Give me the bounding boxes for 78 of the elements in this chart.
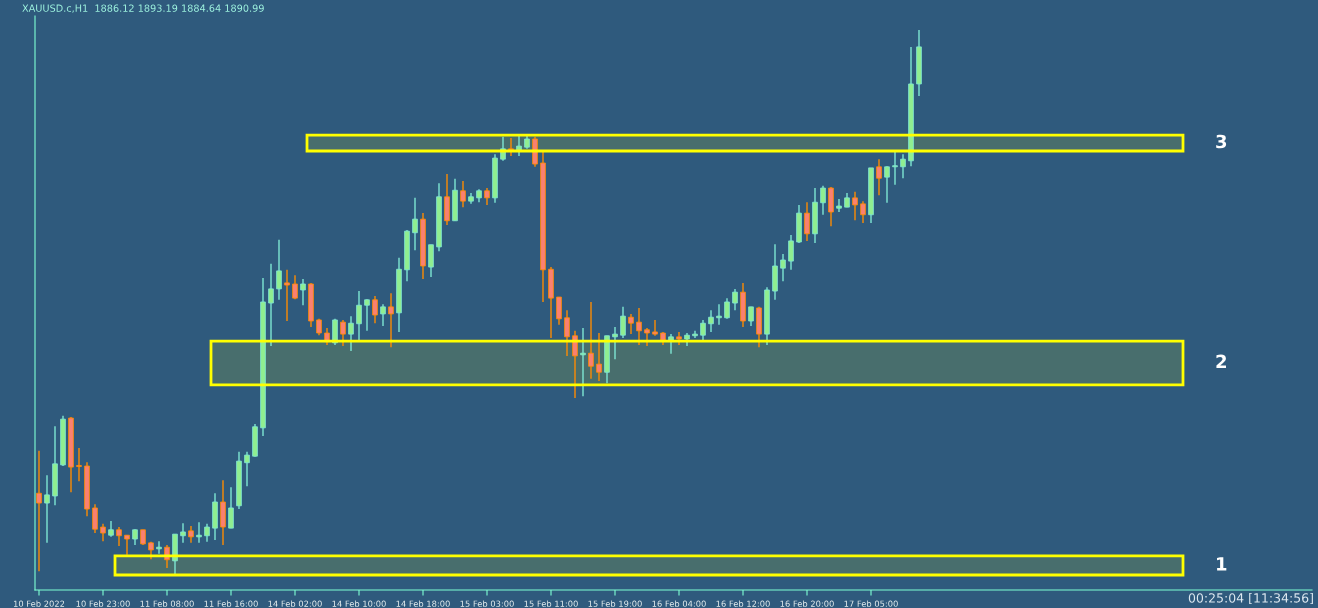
x-tick-label: 14 Feb 18:00 xyxy=(396,600,450,607)
candlestick xyxy=(596,332,602,382)
candlestick xyxy=(892,151,898,186)
candlestick xyxy=(460,180,466,208)
candlestick xyxy=(700,319,706,341)
band-label: 3 xyxy=(1216,134,1227,149)
candlestick xyxy=(444,173,450,226)
x-tick-label: 10 Feb 23:00 xyxy=(76,600,130,607)
x-tick-label: 11 Feb 16:00 xyxy=(204,600,258,607)
band-label: 1 xyxy=(1217,557,1227,571)
x-tick-label: 11 Feb 08:00 xyxy=(140,600,194,607)
candlestick xyxy=(588,301,594,380)
candlestick xyxy=(228,486,234,529)
candlestick xyxy=(572,330,578,399)
candlestick xyxy=(884,165,890,204)
candlestick xyxy=(804,201,810,242)
candlestick xyxy=(276,239,282,301)
candlestick xyxy=(556,296,562,326)
candlestick xyxy=(724,297,730,320)
candlestick xyxy=(668,333,674,355)
text: 00:25:04 [11:34:56] xyxy=(1188,592,1313,605)
candlestick xyxy=(900,153,906,179)
candlestick xyxy=(748,306,754,327)
candlestick xyxy=(820,185,826,216)
candlestick xyxy=(116,526,122,547)
candlestick xyxy=(788,234,794,271)
candlestick xyxy=(828,186,834,227)
candlestick xyxy=(348,315,354,352)
candlestick xyxy=(580,327,586,397)
candlestick xyxy=(860,200,866,224)
candlestick xyxy=(836,198,842,213)
candlestick xyxy=(652,319,658,337)
candlestick xyxy=(716,303,722,326)
candlestick xyxy=(388,292,394,348)
candlestick xyxy=(196,521,202,544)
x-tick-label: 15 Feb 11:00 xyxy=(524,600,578,607)
candlestick xyxy=(612,326,618,360)
candlestick xyxy=(428,244,434,278)
x-tick-label: 14 Feb 10:00 xyxy=(332,600,386,607)
x-tick-label: 16 Feb 20:00 xyxy=(780,600,834,607)
candlestick xyxy=(380,303,386,327)
candlestick xyxy=(356,290,362,341)
x-tick-label: 16 Feb 12:00 xyxy=(716,600,770,607)
candlestick xyxy=(636,307,642,346)
candlestick xyxy=(780,253,786,282)
candlestick xyxy=(508,137,514,157)
candlestick xyxy=(268,263,274,347)
x-tick-label: 14 Feb 02:00 xyxy=(268,600,322,607)
candlestick xyxy=(372,295,378,324)
candlestick xyxy=(156,540,162,555)
candlestick xyxy=(852,191,858,221)
candlestick xyxy=(300,278,306,306)
candlestick xyxy=(412,197,418,251)
candlestick xyxy=(564,309,570,357)
x-tick-label: 15 Feb 03:00 xyxy=(460,600,514,607)
x-tick-label: 17 Feb 05:00 xyxy=(844,600,898,607)
candlestick xyxy=(284,269,290,322)
candlestick xyxy=(244,451,250,487)
x-tick-label: 10 Feb 2022 xyxy=(13,600,65,607)
candlestick xyxy=(124,534,130,556)
candlestick xyxy=(180,522,186,544)
candlestick xyxy=(36,450,42,572)
candlestick xyxy=(628,313,634,335)
candlestick xyxy=(516,134,522,157)
candlestick xyxy=(876,158,882,196)
chart-title: XAUUSD.c,H1 1886.12 1893.19 1884.64 1890.99 xyxy=(22,4,264,13)
band-label: 2 xyxy=(1216,354,1226,368)
candlestick xyxy=(732,288,738,311)
candlestick xyxy=(364,298,370,332)
x-tick-label: 15 Feb 19:00 xyxy=(588,600,642,607)
candlestick xyxy=(340,319,346,347)
candlestick xyxy=(76,447,82,482)
candlestick xyxy=(92,503,98,534)
candlestick xyxy=(620,306,626,339)
candlestick xyxy=(44,474,50,544)
x-tick-label: 16 Feb 04:00 xyxy=(652,600,706,607)
candlestick xyxy=(708,309,714,333)
candlestick xyxy=(332,318,338,346)
